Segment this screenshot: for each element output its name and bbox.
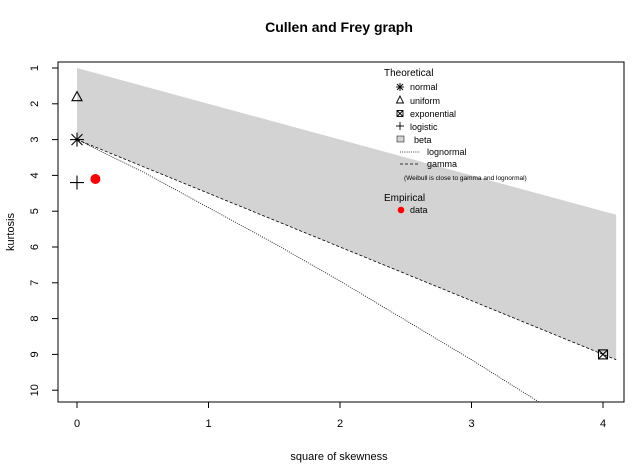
legend-uniform-marker xyxy=(395,94,405,104)
x-tick-label: 0 xyxy=(74,418,80,430)
legend-exponential-label: exponential xyxy=(410,109,456,119)
x-tick-label: 2 xyxy=(337,418,343,430)
legend-exponential-marker xyxy=(396,110,404,117)
legend-data-label: data xyxy=(410,205,428,215)
legend-theoretical-title: Theoretical xyxy=(384,68,433,79)
legend-uniform-label: uniform xyxy=(410,96,440,106)
y-tick-label: 6 xyxy=(29,244,41,250)
legend-data-marker xyxy=(397,206,405,214)
plot-area xyxy=(70,68,617,402)
exponential-point xyxy=(597,349,609,360)
legend-weibull-note: (Weibull is close to gamma and lognormal… xyxy=(404,175,527,182)
legend-beta-swatch xyxy=(396,135,405,143)
y-tick-label: 8 xyxy=(29,316,41,322)
logistic-point xyxy=(70,175,84,190)
chart-title: Cullen and Frey graph xyxy=(265,19,413,35)
x-axis-label: square of skewness xyxy=(290,451,388,463)
observation-point xyxy=(90,173,101,184)
plot-frame xyxy=(57,61,625,403)
legend-normal-label: normal xyxy=(410,82,438,92)
legend-lognormal-label: lognormal xyxy=(427,147,467,157)
beta-region xyxy=(77,68,617,360)
y-tick-label: 2 xyxy=(29,101,41,107)
x-axis: 0 1 2 3 4 xyxy=(74,402,606,430)
uniform-point xyxy=(71,90,83,102)
y-tick-label: 4 xyxy=(29,172,41,178)
legend-logistic-label: logistic xyxy=(410,122,438,132)
legend-beta-label: beta xyxy=(414,135,432,145)
legend-normal-marker xyxy=(396,83,404,91)
y-tick-label: 3 xyxy=(29,137,41,143)
legend-logistic-marker xyxy=(396,122,404,130)
legend-empirical-title: Empirical xyxy=(384,193,425,204)
y-axis-label: kurtosis xyxy=(5,213,17,251)
y-tick-label: 1 xyxy=(29,65,41,71)
x-tick-label: 1 xyxy=(205,418,211,430)
gamma-line xyxy=(76,139,617,361)
normal-point xyxy=(70,132,84,147)
x-tick-label: 4 xyxy=(600,418,606,430)
legend: Theoretical normal uniform exponential l… xyxy=(384,68,527,215)
x-tick-label: 3 xyxy=(468,418,474,430)
y-tick-label: 5 xyxy=(29,208,41,214)
y-tick-label: 10 xyxy=(29,384,41,396)
legend-gamma-label: gamma xyxy=(427,159,457,169)
y-axis: 1 2 3 4 5 6 7 8 9 10 xyxy=(29,65,58,396)
y-tick-label: 9 xyxy=(29,351,41,357)
y-tick-label: 7 xyxy=(29,280,41,286)
